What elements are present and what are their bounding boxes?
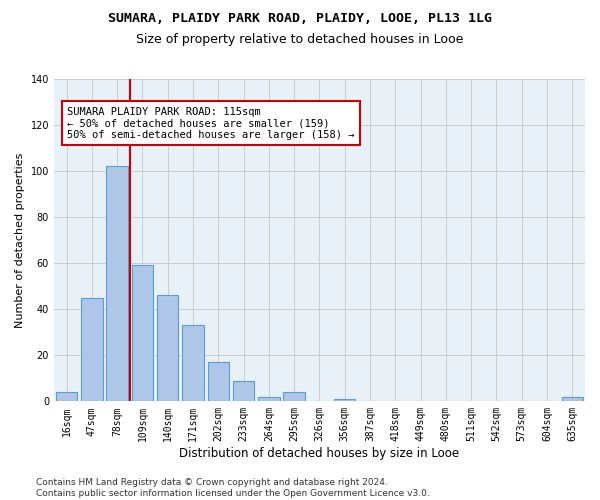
Text: Size of property relative to detached houses in Looe: Size of property relative to detached ho… xyxy=(136,32,464,46)
Bar xyxy=(233,380,254,402)
Text: SUMARA PLAIDY PARK ROAD: 115sqm
← 50% of detached houses are smaller (159)
50% o: SUMARA PLAIDY PARK ROAD: 115sqm ← 50% of… xyxy=(67,106,355,140)
X-axis label: Distribution of detached houses by size in Looe: Distribution of detached houses by size … xyxy=(179,447,460,460)
Bar xyxy=(283,392,305,402)
Text: SUMARA, PLAIDY PARK ROAD, PLAIDY, LOOE, PL13 1LG: SUMARA, PLAIDY PARK ROAD, PLAIDY, LOOE, … xyxy=(108,12,492,26)
Bar xyxy=(106,166,128,402)
Bar xyxy=(81,298,103,402)
Bar xyxy=(182,326,204,402)
Bar xyxy=(258,396,280,402)
Bar xyxy=(157,296,178,402)
Bar xyxy=(208,362,229,402)
Y-axis label: Number of detached properties: Number of detached properties xyxy=(15,152,25,328)
Bar xyxy=(56,392,77,402)
Bar xyxy=(334,399,355,402)
Bar xyxy=(562,396,583,402)
Bar xyxy=(131,266,153,402)
Text: Contains HM Land Registry data © Crown copyright and database right 2024.
Contai: Contains HM Land Registry data © Crown c… xyxy=(36,478,430,498)
